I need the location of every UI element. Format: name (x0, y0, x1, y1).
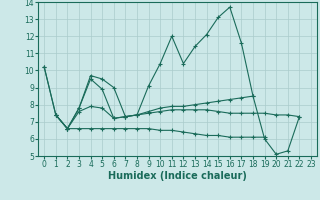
X-axis label: Humidex (Indice chaleur): Humidex (Indice chaleur) (108, 171, 247, 181)
